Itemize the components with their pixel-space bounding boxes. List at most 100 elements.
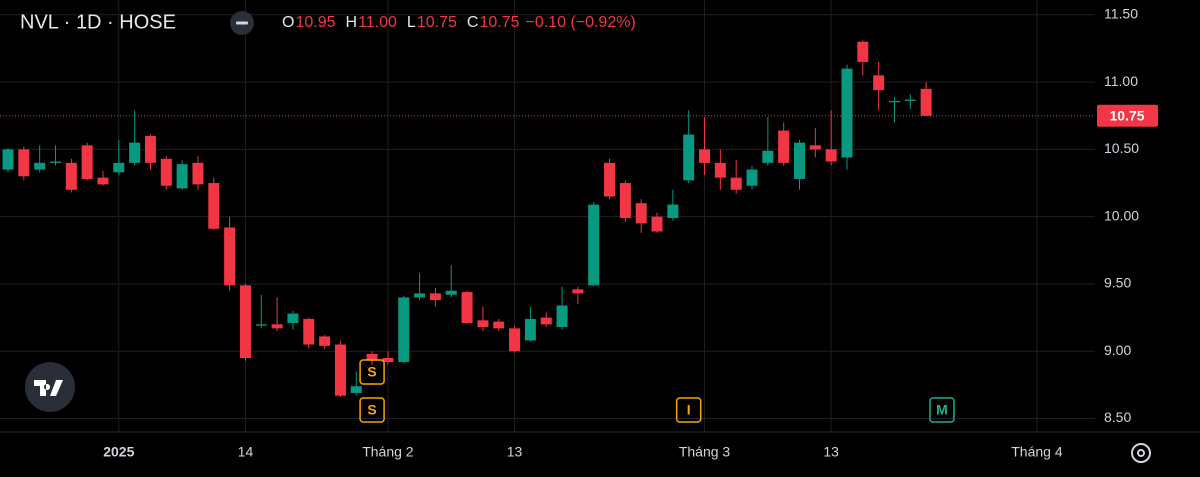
candle-body: [65, 162, 77, 190]
ohlc-key: L: [407, 14, 416, 31]
candle-body: [97, 177, 109, 185]
candle-body: [509, 328, 521, 352]
candle-body: [714, 162, 726, 178]
ohlc-value: 10.75: [479, 14, 519, 31]
candle-body: [477, 320, 489, 328]
change: −0.10 (−0.92%): [525, 14, 635, 31]
event-marker[interactable]: [929, 397, 955, 423]
grid: [0, 0, 1095, 432]
y-tick-label: 10.50: [1104, 140, 1139, 156]
symbol: NVL · 1D · HOSE: [20, 11, 176, 33]
x-tick-label: 13: [507, 444, 523, 460]
candle-body: [778, 130, 790, 163]
candle-body: [841, 68, 853, 158]
collapse-icon: [236, 21, 248, 25]
candle-body: [730, 177, 742, 190]
candle-body: [873, 75, 885, 91]
x-tick-label: Tháng 4: [1011, 444, 1063, 460]
candle-body: [461, 292, 473, 323]
y-tick-label: 11.00: [1104, 73, 1138, 89]
candle-body: [920, 88, 932, 116]
y-tick-label: 9.00: [1104, 342, 1131, 358]
candle-body: [398, 297, 410, 363]
candle-body: [651, 216, 663, 232]
candle-body: [604, 162, 616, 197]
candle-body: [904, 99, 916, 101]
settings-hub: [1137, 449, 1145, 457]
candle-body: [144, 135, 156, 163]
candle-body: [762, 150, 774, 163]
ohlc-value: 10.95: [295, 14, 335, 31]
x-tick-label: Tháng 3: [679, 444, 731, 460]
y-tick-label: 10.00: [1104, 207, 1139, 223]
header: NVL · 1D · HOSE O 10.95 H 11.00 L 10.75 C 10.75…: [20, 11, 636, 35]
event-marker[interactable]: [359, 359, 385, 385]
candle-body: [334, 344, 346, 396]
event-label: M: [936, 402, 948, 418]
x-tick-label: 13: [823, 444, 839, 460]
candle-body: [224, 227, 236, 286]
candle-body: [588, 204, 600, 286]
plot: [0, 40, 1095, 398]
ohlc-key: C: [467, 14, 479, 31]
x-tick-label: 2025: [103, 444, 134, 460]
event-marker[interactable]: [675, 397, 702, 423]
candle-body: [524, 318, 536, 341]
candle-body: [81, 145, 93, 179]
candle-body: [271, 324, 283, 329]
y-tick-label: 8.50: [1104, 409, 1131, 425]
candle-body: [619, 183, 631, 219]
candle-body: [34, 162, 46, 170]
candle-body: [287, 313, 299, 323]
ohlc-key: O: [282, 14, 294, 31]
candle-body: [556, 305, 568, 328]
candle-body: [746, 169, 758, 186]
last-price-label: 10.75: [1109, 107, 1144, 123]
candle-body: [255, 324, 267, 326]
candle-body: [239, 285, 251, 358]
candle-body: [809, 145, 821, 150]
candle-body: [49, 161, 61, 163]
candle-body: [445, 290, 457, 295]
ohlc-value: 11.00: [358, 14, 397, 31]
settings-button[interactable]: [1131, 443, 1151, 463]
candle-body: [888, 100, 900, 103]
candle-body: [113, 162, 125, 173]
event-label: S: [367, 402, 376, 418]
last-price-box: [1097, 104, 1158, 127]
candle-body: [699, 149, 711, 163]
ohlc-value: 10.75: [417, 14, 457, 31]
event-label: S: [367, 364, 376, 380]
logo[interactable]: [25, 362, 75, 412]
candle-body: [208, 183, 220, 229]
candle-body: [18, 149, 30, 177]
ohlc-key: H: [346, 14, 358, 31]
candle-body: [382, 357, 394, 363]
candle-body: [192, 162, 204, 185]
settings-gear: [1131, 443, 1151, 463]
candle-body: [794, 142, 805, 179]
candle-body: [414, 293, 426, 298]
candle-body: [857, 41, 869, 62]
event-marker[interactable]: [359, 397, 385, 423]
candle-body: [635, 203, 647, 224]
ohlc-legend: O 10.95 H 11.00 L 10.75 C 10.75 −0.10 (−0.92%): [282, 14, 636, 31]
candle-body: [572, 289, 584, 294]
candle-body: [429, 293, 441, 301]
candle-body: [667, 204, 679, 219]
candle-body: [350, 386, 362, 393]
x-tick-label: Tháng 2: [362, 444, 414, 460]
candle-body: [160, 158, 172, 186]
candle-body: [176, 164, 188, 189]
y-tick-label: 9.50: [1104, 275, 1131, 291]
candle-body: [303, 318, 315, 345]
candle-body: [540, 317, 552, 325]
candle-body: [683, 134, 695, 181]
candle-body: [129, 142, 141, 163]
x-tick-label: 14: [238, 444, 254, 460]
event-label: I: [687, 402, 691, 418]
logo-mark: [34, 380, 63, 396]
candle-body: [366, 353, 378, 361]
